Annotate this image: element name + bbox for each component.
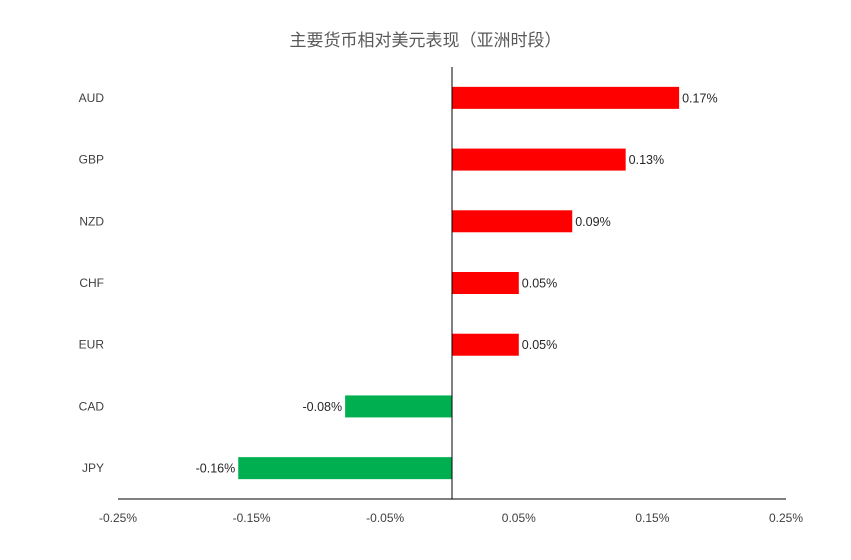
category-label-aud: AUD <box>79 91 105 105</box>
x-tick-label: -0.05% <box>366 511 404 525</box>
data-label-gbp: 0.13% <box>629 153 664 167</box>
chart-title: 主要货币相对美元表现（亚洲时段） <box>289 31 562 51</box>
data-label-nzd: 0.09% <box>575 215 610 229</box>
x-tick-label: -0.15% <box>233 511 271 525</box>
x-tick-label: -0.25% <box>99 511 137 525</box>
data-label-jpy: -0.16% <box>196 462 236 476</box>
data-label-eur: 0.05% <box>522 338 557 352</box>
bar-nzd <box>452 210 573 233</box>
x-tick-label: 0.15% <box>635 511 669 525</box>
category-label-chf: CHF <box>79 276 104 290</box>
category-label-gbp: GBP <box>79 153 104 167</box>
category-label-cad: CAD <box>79 399 105 413</box>
bar-gbp <box>452 148 626 171</box>
bar-chf <box>452 272 519 294</box>
bar-jpy <box>238 457 452 480</box>
bar-aud <box>452 86 680 109</box>
data-label-aud: 0.17% <box>682 91 717 105</box>
bar-cad <box>345 395 452 418</box>
data-label-chf: 0.05% <box>522 277 557 291</box>
x-tick-label: 0.05% <box>502 511 536 525</box>
x-tick-label: 0.25% <box>769 511 803 525</box>
category-label-eur: EUR <box>79 338 105 352</box>
data-label-cad: -0.08% <box>303 400 343 414</box>
category-label-nzd: NZD <box>79 214 104 228</box>
bar-eur <box>452 333 519 356</box>
category-label-jpy: JPY <box>82 461 104 475</box>
